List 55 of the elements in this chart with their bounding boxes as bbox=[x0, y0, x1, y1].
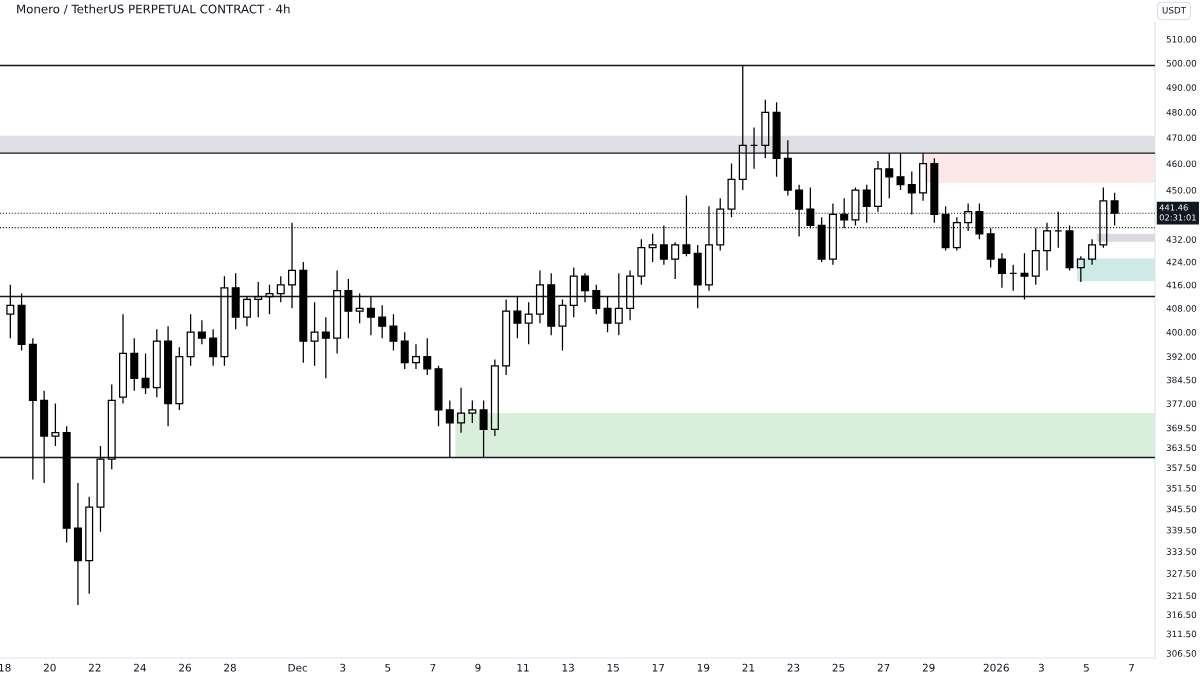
x-tick-label: 23 bbox=[787, 663, 800, 672]
y-tick-label: 377.00 bbox=[1166, 400, 1197, 408]
y-tick-label: 316.50 bbox=[1166, 611, 1197, 618]
y-tick-label: 369.50 bbox=[1166, 424, 1197, 432]
y-tick-label: 357.50 bbox=[1166, 464, 1197, 472]
x-tick-label: 3 bbox=[340, 663, 346, 672]
y-tick-label: 327.50 bbox=[1166, 570, 1197, 577]
y-tick-label: 450.00 bbox=[1166, 186, 1197, 194]
x-tick-label: 27 bbox=[877, 663, 890, 672]
x-tick-label: 22 bbox=[88, 663, 101, 672]
y-tick-label: 480.00 bbox=[1166, 109, 1197, 116]
y-tick-label: 311.50 bbox=[1166, 630, 1197, 638]
y-tick-label: 416.00 bbox=[1166, 281, 1197, 289]
chart-title: Monero / TetherUS PERPETUAL CONTRACT · 4h bbox=[17, 4, 290, 15]
x-tick-label: 26 bbox=[179, 663, 191, 672]
y-tick-label: 470.00 bbox=[1166, 134, 1197, 142]
x-tick-label: 28 bbox=[224, 663, 236, 672]
y-tick-label: 432.00 bbox=[1166, 236, 1197, 243]
y-tick-label: 339.50 bbox=[1166, 526, 1197, 534]
y-tick-label: 321.50 bbox=[1166, 592, 1197, 600]
x-tick-label: 3 bbox=[1038, 663, 1044, 672]
y-tick-label: 408.00 bbox=[1166, 305, 1197, 312]
x-tick-label: 18 bbox=[0, 663, 11, 672]
x-tick-label: 9 bbox=[475, 663, 481, 672]
x-tick-label: 17 bbox=[652, 663, 664, 672]
x-tick-label: 5 bbox=[1083, 663, 1089, 672]
x-tick-label: 7 bbox=[1129, 663, 1134, 672]
x-tick-label: 24 bbox=[134, 663, 146, 672]
y-tick-label: 351.50 bbox=[1166, 484, 1197, 492]
ref-line-label: 441.46 02:31:01 bbox=[1159, 204, 1196, 221]
x-tick-label: 11 bbox=[517, 663, 529, 672]
x-tick-label: 15 bbox=[607, 663, 619, 672]
x-tick-label: 2026 bbox=[983, 663, 1009, 672]
y-tick-label: 384.50 bbox=[1166, 376, 1197, 384]
y-tick-label: 363.50 bbox=[1166, 444, 1197, 452]
y-tick-label: 424.00 bbox=[1166, 258, 1197, 266]
x-tick-label: 5 bbox=[385, 663, 391, 672]
y-tick-label: 400.00 bbox=[1166, 328, 1197, 336]
y-tick-label: 460.00 bbox=[1166, 160, 1197, 168]
x-tick-label: 25 bbox=[832, 663, 845, 672]
y-tick-label: 345.50 bbox=[1166, 505, 1197, 513]
x-tick-label: Dec bbox=[288, 663, 308, 672]
x-tick-label: 20 bbox=[43, 663, 56, 672]
y-tick-label: 490.00 bbox=[1166, 84, 1197, 91]
y-tick-label: 510.00 bbox=[1166, 35, 1197, 43]
x-tick-label: 29 bbox=[922, 663, 935, 672]
y-tick-label: 392.00 bbox=[1166, 353, 1197, 360]
y-tick-label: 500.00 bbox=[1166, 59, 1197, 67]
x-tick-label: 21 bbox=[742, 663, 755, 672]
x-tick-label: 13 bbox=[562, 663, 574, 672]
x-tick-label: 7 bbox=[430, 663, 436, 672]
x-tick-label: 19 bbox=[697, 663, 710, 672]
y-tick-label: 306.50 bbox=[1166, 650, 1197, 657]
y-axis-title: USDT bbox=[1162, 6, 1187, 14]
y-tick-label: 333.50 bbox=[1166, 548, 1197, 555]
